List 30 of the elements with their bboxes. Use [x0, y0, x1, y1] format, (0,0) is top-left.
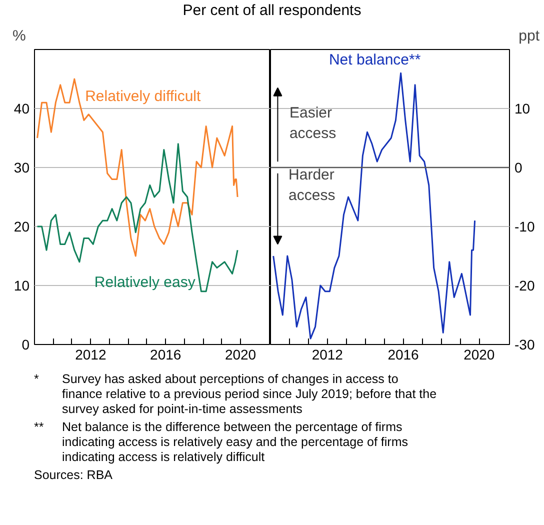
x-tick-label: 2016	[388, 346, 420, 362]
y-tick-label: 0	[22, 336, 30, 352]
chart-title: Per cent of all respondents	[182, 1, 362, 21]
y-tick-label: 30	[14, 160, 30, 176]
line-series	[36, 143, 238, 292]
annotation: Harder access	[288, 166, 336, 204]
x-tick-label: 2012	[75, 346, 106, 362]
line-series	[36, 78, 238, 257]
text: ** Net balance is the difference between the percentage of firms indicating access is relatively easy and the percentage of firms indicating access is relatively difficult	[34, 420, 408, 464]
text: * Survey has asked about perceptions of changes in access to finance relative to a previous period since July 2019; before that the survey asked for point-in-time assessments	[34, 372, 437, 416]
series-label: Relatively easy	[94, 274, 196, 292]
y-axis-title: %	[12, 28, 26, 44]
y-tick-label: 20	[14, 218, 30, 234]
y-axis-title: ppt	[518, 28, 540, 44]
y-tick-label: 10	[514, 100, 530, 116]
y-tick-label: 0	[514, 160, 522, 176]
x-tick-label: 2020	[224, 346, 256, 362]
series-label: Net balance**	[328, 52, 421, 69]
series-label: Relatively difficult	[85, 88, 202, 106]
source-note: Sources: RBA	[34, 468, 114, 483]
y-tick-label: -10	[514, 218, 535, 234]
y-tick-label: 40	[14, 100, 30, 116]
x-tick-label: 2020	[464, 346, 495, 362]
x-tick-label: 2016	[150, 346, 182, 362]
x-tick-label: 2012	[312, 346, 344, 362]
y-tick-label: -30	[514, 336, 535, 352]
line-series	[272, 72, 476, 340]
y-tick-label: -20	[514, 278, 535, 294]
annotation: Easier access	[289, 104, 336, 142]
y-tick-label: 10	[14, 278, 30, 294]
